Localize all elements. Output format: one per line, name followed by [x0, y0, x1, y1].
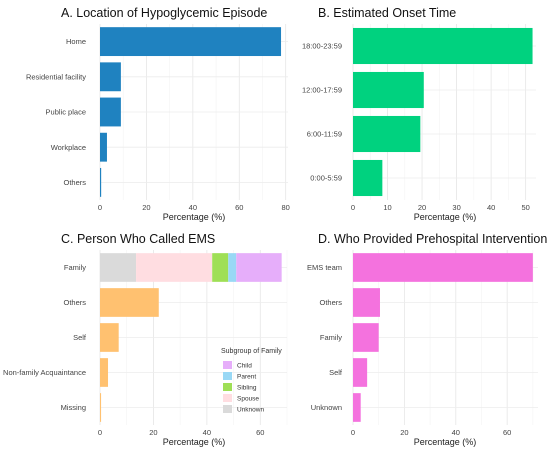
bar-6-00-11-59 — [353, 115, 421, 153]
bar-self — [353, 358, 368, 387]
bar-self — [100, 323, 119, 352]
x-tick-label: 60 — [503, 428, 511, 437]
category-label: Home — [66, 37, 86, 46]
category-label: EMS team — [307, 263, 342, 272]
legend-swatch — [223, 361, 232, 369]
bar-segment-parent — [228, 253, 237, 282]
category-label: 0:00-5:59 — [310, 174, 342, 183]
legend-swatch — [223, 405, 232, 413]
x-tick-label: 10 — [383, 203, 391, 212]
bar-public-place — [100, 97, 121, 127]
category-label: Others — [319, 298, 342, 307]
category-label: 6:00-11:59 — [307, 130, 342, 139]
bar-missing — [100, 393, 102, 422]
bar-home — [100, 27, 282, 57]
category-label: 18:00-23:59 — [302, 42, 342, 51]
category-label: Others — [63, 298, 86, 307]
category-label: Unknown — [311, 403, 342, 412]
x-tick-label: 30 — [452, 203, 460, 212]
x-axis-label: Percentage (%) — [414, 437, 477, 447]
x-axis-label: Percentage (%) — [163, 437, 226, 447]
x-tick-label: 60 — [256, 428, 264, 437]
bar-workplace — [100, 132, 107, 162]
bar-residential-facility — [100, 62, 121, 92]
chart-title: A. Location of Hypoglycemic Episode — [61, 6, 267, 20]
bar-ems-team — [353, 253, 533, 282]
x-tick-label: 40 — [452, 428, 460, 437]
legend-swatch — [223, 394, 232, 402]
x-tick-label: 0 — [351, 428, 355, 437]
legend-title: Subgroup of Family — [221, 348, 282, 355]
x-tick-label: 0 — [98, 428, 102, 437]
legend-swatch — [223, 372, 232, 380]
x-tick-label: 0 — [98, 203, 102, 212]
x-tick-label: 80 — [282, 203, 290, 212]
x-tick-label: 20 — [400, 428, 408, 437]
legend-item-label: Parent — [237, 374, 256, 381]
category-label: Missing — [61, 403, 86, 412]
bar-others — [100, 167, 102, 197]
bar-segment-spouse — [136, 253, 213, 282]
x-tick-label: 20 — [142, 203, 150, 212]
category-label: Non-family Acquaintance — [3, 368, 86, 377]
bar-family — [353, 323, 379, 352]
legend-item-label: Unknown — [237, 407, 264, 414]
x-tick-label: 50 — [521, 203, 529, 212]
x-tick-label: 0 — [351, 203, 355, 212]
bar-segment-sibling — [212, 253, 229, 282]
x-tick-label: 40 — [189, 203, 197, 212]
x-tick-label: 40 — [487, 203, 495, 212]
bar-12-00-17-59 — [353, 71, 424, 109]
x-tick-label: 20 — [149, 428, 157, 437]
category-label: Family — [320, 333, 342, 342]
category-label: Public place — [46, 108, 86, 117]
category-label: Workplace — [51, 143, 86, 152]
bar-18-00-23-59 — [353, 27, 533, 65]
bar-others — [100, 288, 159, 317]
x-tick-label: 60 — [235, 203, 243, 212]
legend-swatch — [223, 383, 232, 391]
x-tick-label: 40 — [203, 428, 211, 437]
bar-segment-child — [236, 253, 282, 282]
category-label: Self — [329, 368, 343, 377]
chart-title: D. Who Provided Prehospital Intervention — [318, 232, 547, 246]
bar-non-family-acquaintance — [100, 358, 109, 387]
x-tick-label: 20 — [418, 203, 426, 212]
legend-item-label: Child — [237, 363, 252, 370]
bar-unknown — [353, 393, 361, 422]
bar-segment-unknown — [100, 253, 137, 282]
chart-title: B. Estimated Onset Time — [318, 6, 456, 20]
x-axis-label: Percentage (%) — [163, 212, 226, 222]
chart-title: C. Person Who Called EMS — [61, 232, 215, 246]
x-axis-label: Percentage (%) — [414, 212, 477, 222]
bar-others — [353, 288, 380, 317]
legend-item-label: Sibling — [237, 385, 257, 392]
category-label: Others — [63, 178, 86, 187]
legend-item-label: Spouse — [237, 396, 259, 403]
category-label: Family — [64, 263, 86, 272]
category-label: Residential facility — [26, 72, 86, 81]
category-label: Self — [73, 333, 87, 342]
category-label: 12:00-17:59 — [302, 86, 342, 95]
bar-0-00-5-59 — [353, 159, 383, 197]
